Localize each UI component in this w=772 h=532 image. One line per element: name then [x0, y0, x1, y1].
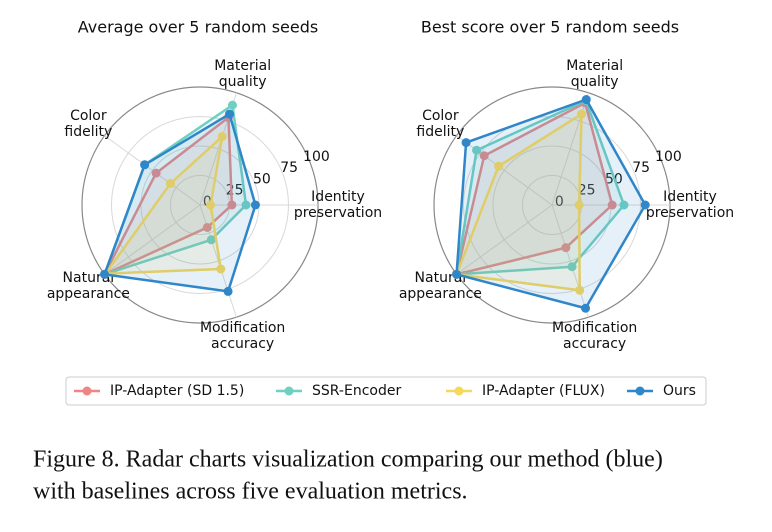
- axis-label: Color: [422, 108, 459, 124]
- marker: [619, 200, 629, 210]
- r-tick-label: 25: [578, 183, 596, 199]
- spoke: [104, 204, 201, 275]
- marker: [223, 286, 233, 296]
- legend-marker: [635, 386, 645, 396]
- axis-label: fidelity: [64, 124, 112, 140]
- marker: [206, 235, 216, 245]
- marker: [461, 138, 471, 148]
- legend-label: IP-Adapter (FLUX): [482, 383, 605, 399]
- axis-label: accuracy: [211, 336, 274, 352]
- marker: [227, 200, 237, 210]
- spoke: [456, 135, 553, 206]
- legend-marker: [284, 386, 294, 396]
- marker: [100, 269, 110, 279]
- series-area: [455, 98, 647, 310]
- series-area: [455, 101, 614, 276]
- r-tick-label: 75: [632, 160, 650, 176]
- marker: [140, 160, 150, 170]
- legend-box: [65, 376, 707, 406]
- axis-label: fidelity: [416, 124, 464, 140]
- marker: [577, 109, 587, 119]
- legend-label: IP-Adapter (SD 1.5): [110, 383, 244, 399]
- marker: [202, 222, 212, 232]
- marker: [561, 243, 571, 253]
- marker: [225, 109, 235, 119]
- marker: [607, 200, 617, 210]
- chart-title: Best score over 5 random seeds: [421, 18, 679, 37]
- axis-label: Identity: [663, 189, 717, 205]
- marker: [575, 285, 585, 295]
- axis-label: appearance: [399, 286, 482, 302]
- axis-label: Identity: [311, 189, 365, 205]
- marker: [494, 161, 504, 171]
- marker: [581, 95, 591, 105]
- marker: [206, 200, 216, 210]
- axis-label: Material: [214, 58, 271, 74]
- r-tick-label: 75: [280, 160, 298, 176]
- marker: [216, 264, 226, 274]
- marker: [452, 269, 462, 279]
- marker: [567, 262, 577, 272]
- axis-label: Color: [70, 108, 107, 124]
- r-tick-label: 0: [555, 194, 564, 210]
- marker: [640, 200, 650, 210]
- axis-label: quality: [571, 74, 619, 90]
- legend-label: SSR-Encoder: [312, 383, 401, 399]
- marker: [479, 151, 489, 161]
- axis-label: Modification: [552, 320, 637, 336]
- series-area: [103, 112, 257, 293]
- r-tick-label: 100: [655, 149, 682, 165]
- axis-label: accuracy: [563, 336, 626, 352]
- caption-line: Figure 8. Radar charts visualization com…: [33, 447, 663, 473]
- caption-line: with baselines across five evaluation me…: [33, 479, 468, 505]
- series-area: [104, 135, 224, 275]
- r-tick-label: 100: [303, 149, 330, 165]
- series-area: [455, 112, 583, 292]
- marker: [250, 200, 260, 210]
- legend-marker: [82, 386, 92, 396]
- chart-title: Average over 5 random seeds: [78, 18, 318, 37]
- axis-label: appearance: [47, 286, 130, 302]
- marker: [574, 200, 584, 210]
- spoke: [551, 204, 589, 318]
- axis-label: Material: [566, 58, 623, 74]
- axis-label: Modification: [200, 320, 285, 336]
- marker: [581, 303, 591, 313]
- legend-marker: [454, 386, 464, 396]
- marker: [472, 145, 482, 155]
- marker: [227, 100, 237, 110]
- r-tick-label: 50: [253, 171, 271, 187]
- marker: [165, 178, 175, 188]
- axis-label: quality: [219, 74, 267, 90]
- spoke: [104, 135, 201, 206]
- spoke: [456, 204, 553, 275]
- marker: [241, 200, 251, 210]
- legend-label: Ours: [663, 383, 696, 399]
- axis-label: preservation: [294, 205, 382, 221]
- marker: [151, 168, 161, 178]
- axis-label: preservation: [646, 205, 734, 221]
- marker: [217, 132, 227, 142]
